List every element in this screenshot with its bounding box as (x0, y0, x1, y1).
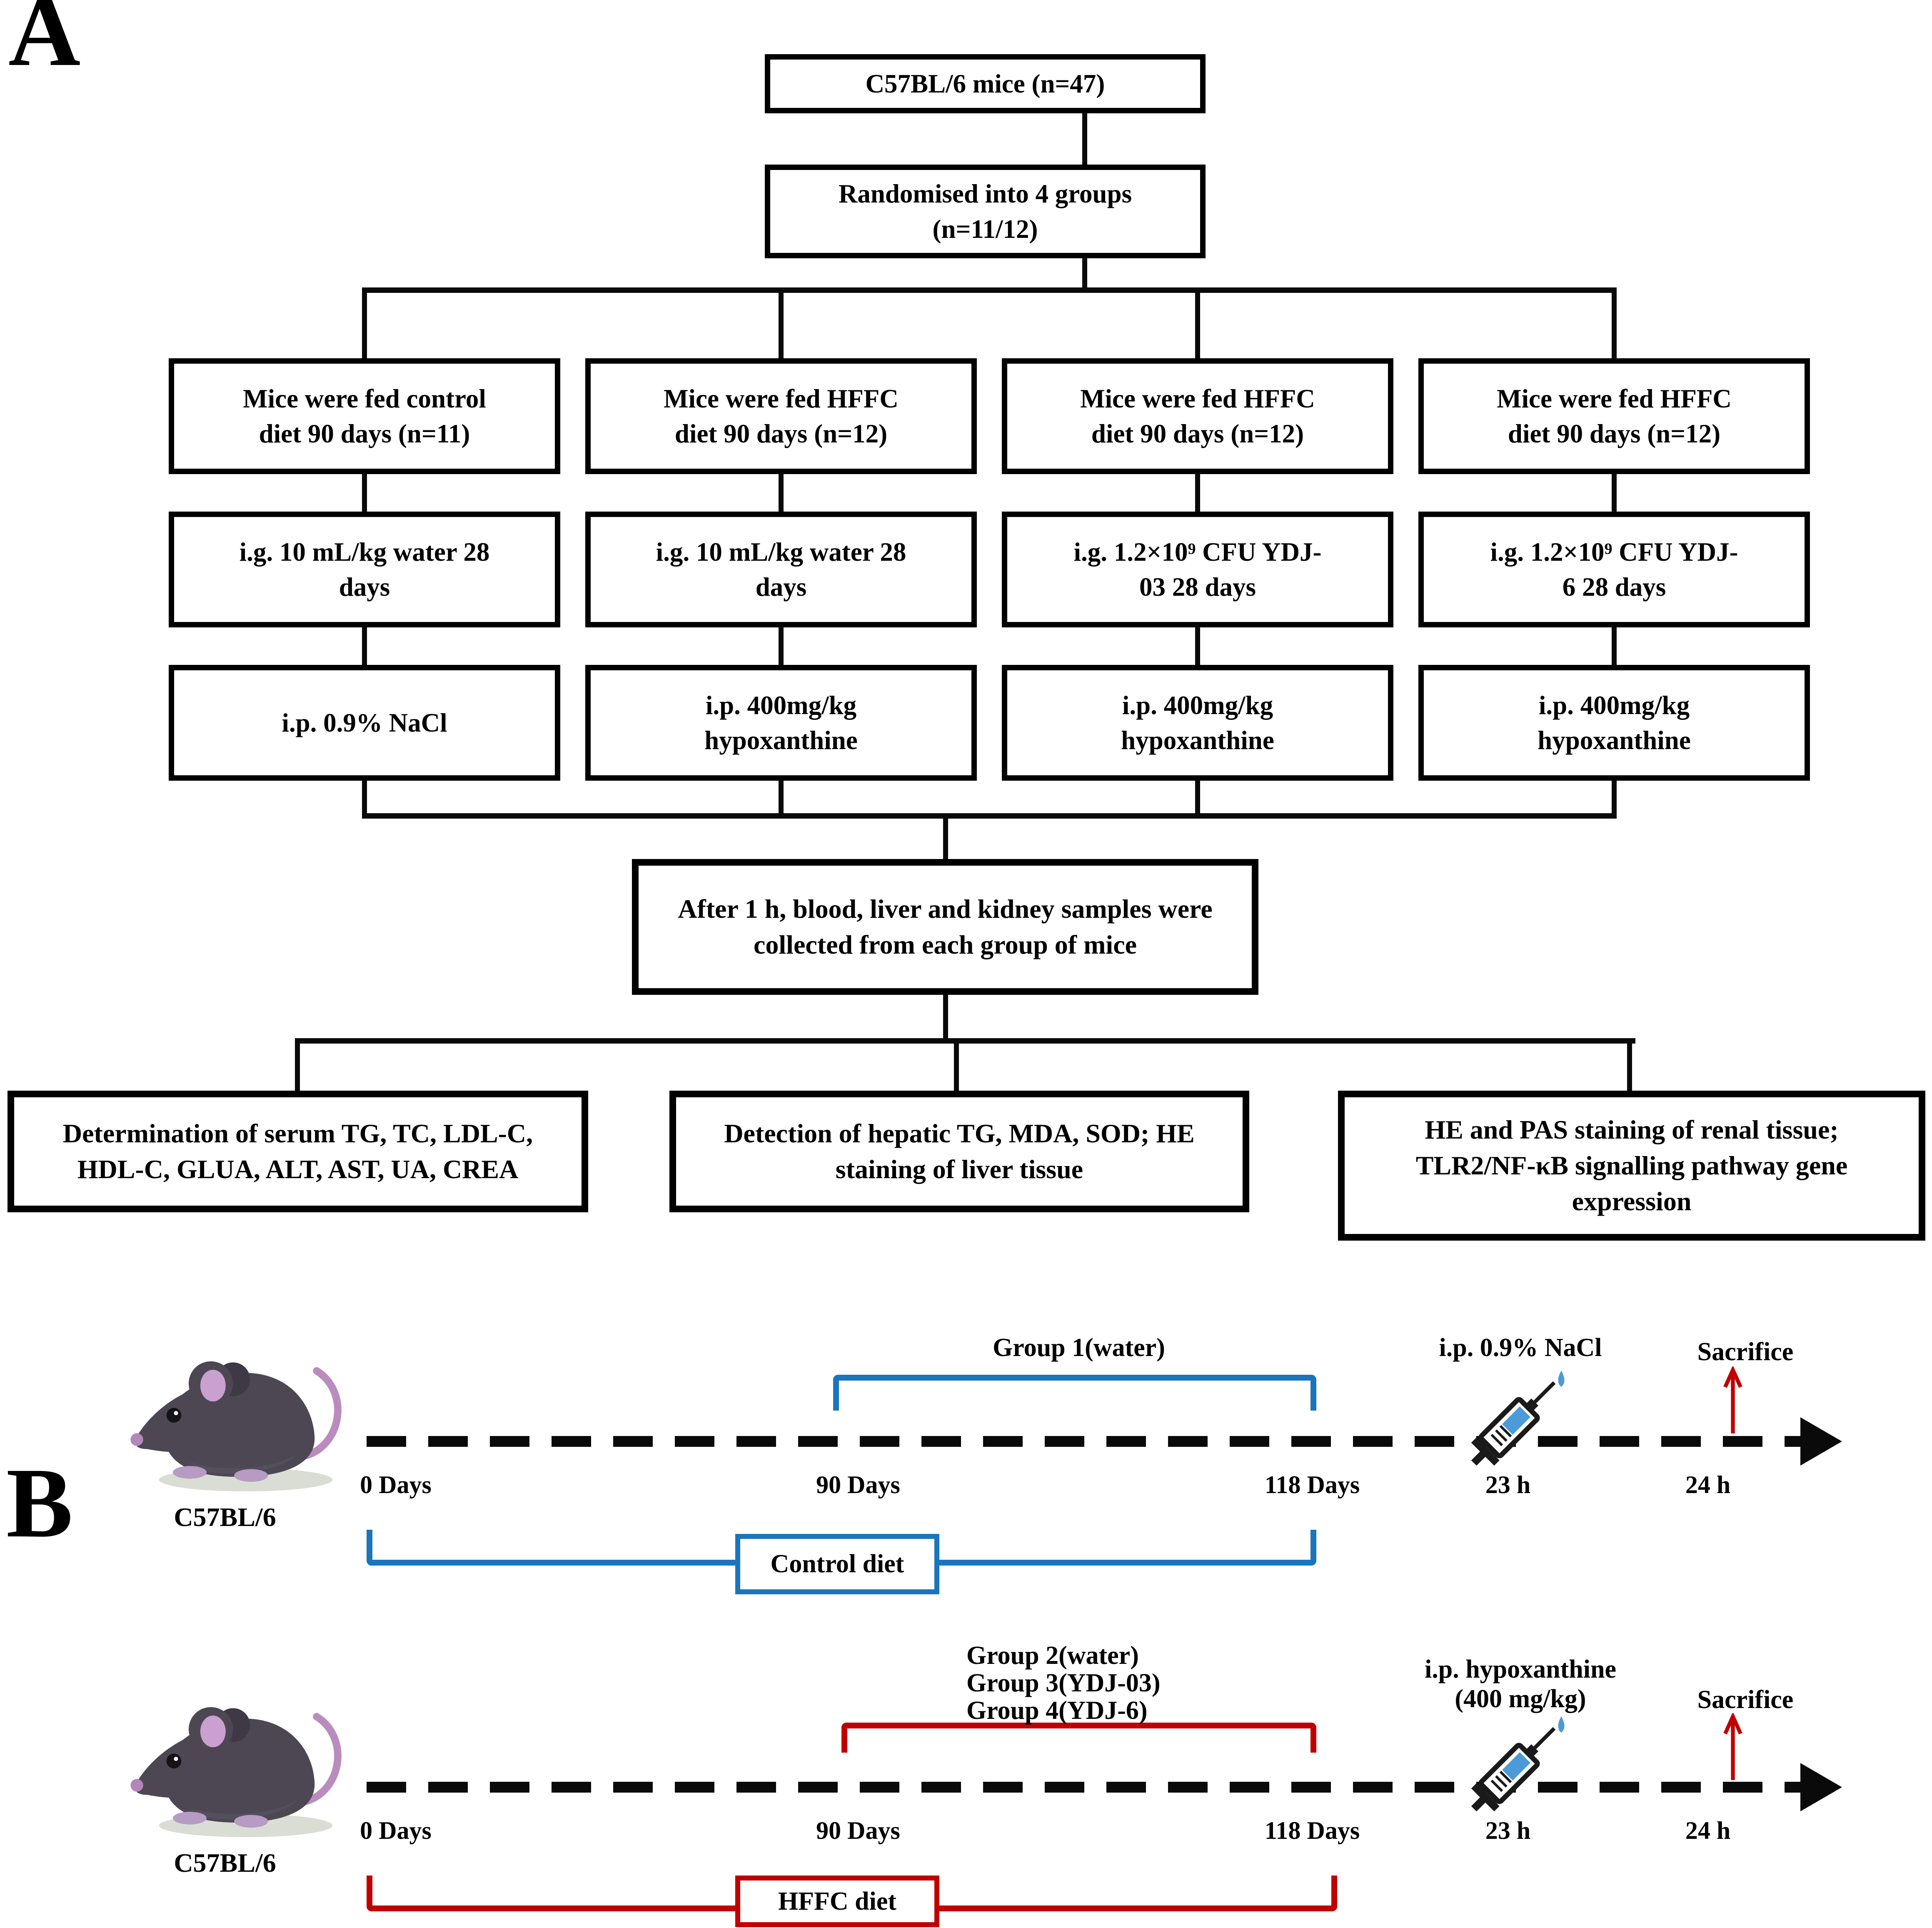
box-injection-2: i.p. 400mg/kg hypoxanthine (585, 665, 977, 781)
injection-label: i.p. hypoxanthine (400 mg/kg) (1424, 1655, 1617, 1713)
box-sample-collection: After 1 h, blood, liver and kidney sampl… (632, 859, 1258, 995)
group-bracket (841, 1723, 1316, 1753)
timeline-arrowhead-icon (1800, 1417, 1842, 1466)
box-diet-2: Mice were fed HFFC diet 90 days (n=12) (585, 358, 977, 474)
diet-box: HFFC diet (735, 1876, 939, 1927)
injection-label: i.p. 0.9% NaCl (1439, 1334, 1602, 1362)
group-label: Group 2(water) (966, 1641, 1139, 1670)
box-cohort: C57BL/6 mice (n=47) (765, 54, 1206, 113)
flow-connector (779, 780, 784, 814)
box-outcome-serum: Determination of serum TG, TC, LDL-C, HD… (7, 1091, 588, 1212)
box-diet-1: Mice were fed control diet 90 days (n=11… (169, 358, 560, 474)
tick-label-23h: 23 h (1485, 1471, 1531, 1498)
tick-label-118days: 118 Days (1264, 1471, 1360, 1498)
box-outcome-renal: HE and PAS staining of renal tissue; TLR… (1338, 1091, 1925, 1241)
flow-rail (362, 287, 1617, 293)
flow-connector (1195, 627, 1200, 666)
mouse-label: C57BL/6 (174, 1502, 276, 1532)
group-label: Group 1(water) (993, 1334, 1165, 1362)
timeline-dashed-line (367, 1436, 1804, 1447)
flow-connector (1612, 780, 1617, 814)
flow-connector (779, 627, 784, 666)
flow-connector (1195, 473, 1200, 512)
tick-label-90days: 90 Days (816, 1471, 900, 1498)
box-gavage-1: i.g. 10 mL/kg water 28 days (169, 512, 560, 627)
tick-label-23h: 23 h (1485, 1817, 1531, 1844)
box-outcome-liver: Detection of hepatic TG, MDA, SOD; HE st… (669, 1091, 1249, 1212)
box-gavage-3: i.g. 1.2×10⁹ CFU YDJ- 03 28 days (1002, 512, 1393, 627)
box-diet-4: Mice were fed HFFC diet 90 days (n=12) (1418, 358, 1810, 474)
sacrifice-arrow-icon (1718, 1711, 1747, 1782)
syringe-icon (1454, 1358, 1579, 1483)
flow-connector (362, 287, 367, 359)
flow-connector (295, 1042, 300, 1091)
flow-connector (1082, 112, 1087, 165)
group-label: Group 3(YDJ-03) (966, 1669, 1161, 1697)
flow-connector (1612, 473, 1617, 512)
flow-connector (779, 287, 784, 359)
flow-connector (362, 627, 367, 666)
mouse-label: C57BL/6 (174, 1848, 276, 1878)
timeline-arrowhead-icon (1800, 1763, 1842, 1811)
flow-connector (362, 780, 367, 814)
group-bracket (833, 1375, 1316, 1411)
box-randomised: Randomised into 4 groups (n=11/12) (765, 165, 1206, 258)
box-gavage-2: i.g. 10 mL/kg water 28 days (585, 512, 977, 627)
box-injection-1: i.p. 0.9% NaCl (169, 665, 560, 781)
box-injection-3: i.p. 400mg/kg hypoxanthine (1002, 665, 1393, 781)
mouse-icon (121, 1702, 371, 1839)
flow-connector (1627, 1042, 1632, 1091)
flow-connector (943, 994, 948, 1039)
flow-rail (362, 813, 1617, 819)
timeline-dashed-line (367, 1782, 1804, 1793)
flow-connector (362, 473, 367, 512)
tick-label-0days: 0 Days (360, 1471, 432, 1498)
panel-b-label: B (6, 1447, 73, 1558)
group-label: Group 4(YDJ-6) (966, 1696, 1148, 1725)
flow-connector (954, 1042, 959, 1091)
tick-label-90days: 90 Days (816, 1817, 900, 1844)
flow-connector (1612, 627, 1617, 666)
flow-connector (943, 817, 948, 860)
diet-box: Control diet (735, 1534, 939, 1594)
flow-connector (1612, 287, 1617, 359)
box-diet-3: Mice were fed HFFC diet 90 days (n=12) (1002, 358, 1393, 474)
tick-label-24h: 24 h (1685, 1471, 1731, 1498)
tick-label-24h: 24 h (1685, 1817, 1731, 1844)
flow-connector (779, 473, 784, 512)
mouse-icon (121, 1356, 371, 1493)
flow-connector (1195, 287, 1200, 359)
tick-label-118days: 118 Days (1264, 1817, 1360, 1844)
panel-a-label: A (8, 0, 81, 87)
sacrifice-label: Sacrifice (1697, 1686, 1794, 1714)
flow-rail (295, 1038, 1635, 1044)
box-injection-4: i.p. 400mg/kg hypoxanthine (1418, 665, 1810, 781)
box-gavage-4: i.g. 1.2×10⁹ CFU YDJ- 6 28 days (1418, 512, 1810, 627)
sacrifice-arrow-icon (1718, 1365, 1747, 1435)
flow-connector (1082, 257, 1087, 290)
syringe-icon (1454, 1704, 1579, 1829)
flow-connector (1195, 780, 1200, 814)
tick-label-0days: 0 Days (360, 1817, 432, 1844)
sacrifice-label: Sacrifice (1697, 1338, 1794, 1366)
